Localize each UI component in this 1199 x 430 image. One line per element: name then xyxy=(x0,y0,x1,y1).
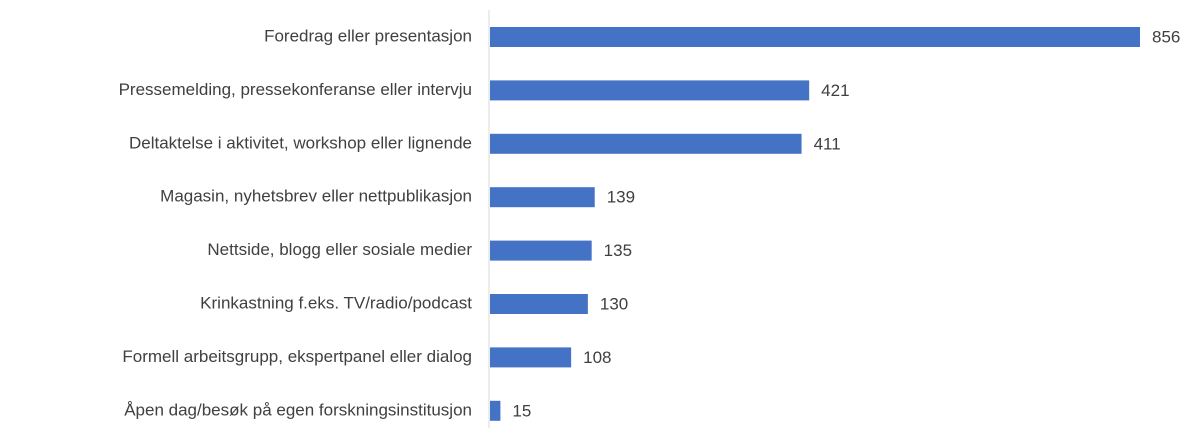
data-label: 139 xyxy=(607,188,635,207)
bar xyxy=(490,400,501,421)
data-label: 108 xyxy=(583,348,611,367)
bar xyxy=(490,187,595,208)
category-label: Pressemelding, pressekonferanse eller in… xyxy=(119,80,472,99)
category-label: Magasin, nyhetsbrev eller nettpublikasjo… xyxy=(160,187,472,206)
bar xyxy=(490,133,802,154)
bar xyxy=(490,240,592,261)
category-label: Formell arbeitsgrupp, ekspertpanel eller… xyxy=(122,347,472,366)
data-label: 411 xyxy=(814,134,841,153)
data-label: 135 xyxy=(604,241,632,260)
category-label: Krinkastning f.eks. TV/radio/podcast xyxy=(200,293,472,312)
bar xyxy=(490,347,572,368)
data-label: 856 xyxy=(1152,27,1180,46)
data-label: 130 xyxy=(600,294,628,313)
category-label: Åpen dag/besøk på egen forskningsinstitu… xyxy=(124,400,472,419)
data-label: 421 xyxy=(821,81,849,100)
category-label: Nettside, blogg eller sosiale medier xyxy=(207,240,472,259)
bar xyxy=(490,294,588,314)
data-label: 15 xyxy=(512,401,531,420)
category-label: Deltaktelse i aktivitet, workshop eller … xyxy=(129,133,472,152)
bar xyxy=(490,80,810,101)
category-label: Foredrag eller presentasjon xyxy=(264,26,472,45)
bar xyxy=(490,27,1140,47)
